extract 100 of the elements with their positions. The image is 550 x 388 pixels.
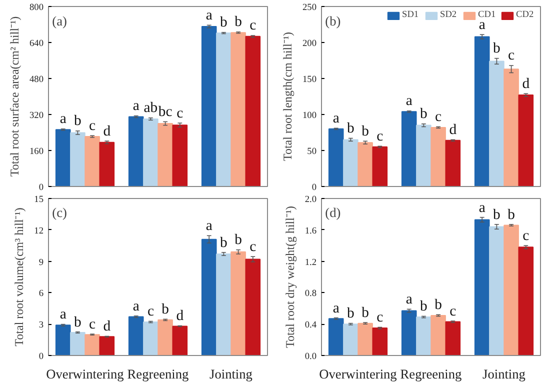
data-label: a [60,111,67,128]
bar [216,32,232,186]
data-label: b [493,206,500,223]
bar [445,140,461,186]
data-label: b [220,14,228,31]
bar [158,319,173,356]
data-label: b [220,234,228,251]
bar [70,332,86,356]
y-tick-label: 15 [34,195,44,205]
data-label: b [347,120,354,136]
y-tick-label: 200 [302,39,317,49]
data-label: b [493,40,500,57]
data-label: a [132,98,140,114]
bar [55,129,71,186]
y-tick-label: 100 [302,111,317,121]
data-label: a [406,93,413,110]
bar [430,314,446,356]
bar [201,238,217,356]
data-label: b [234,14,242,30]
bar [230,251,246,356]
data-label: bc [158,104,173,120]
data-label: c [376,128,384,144]
bar [245,258,261,356]
y-tick-label: 9 [38,258,44,268]
y-tick-label: 800 [30,3,44,13]
x-tick-label: Regreening [127,366,190,382]
annotation: (d) [325,204,341,220]
bar [474,36,490,186]
legend-label: SD2 [440,10,458,20]
data-label: b [74,314,82,330]
data-label: d [522,76,530,92]
bar [55,324,71,356]
data-label: c [147,304,154,320]
bar [70,132,86,186]
y-tick-label: 0.8 [304,289,317,300]
data-label: a [332,300,340,316]
legend-label: SD1 [402,10,420,20]
y-tick-label: 2.0 [304,195,317,205]
legend-label: CD2 [516,10,535,20]
y-tick-label: 0.4 [304,320,317,331]
y-tick-label: 50 [307,147,317,157]
bar [445,321,461,356]
y-tick-label: 640 [30,39,44,49]
y-tick-label: 250 [302,3,317,13]
bar [489,226,504,356]
data-label: c [89,316,96,332]
bar [201,26,217,186]
data-label: c [250,18,257,34]
annotation: (b) [325,14,341,29]
y-tick-label: 150 [302,75,317,85]
y-tick-label: 160 [30,147,44,157]
y-tick-label: 1.2 [304,258,317,268]
bar [128,116,144,186]
bar [474,219,490,356]
y-tick-label: 0 [312,183,317,193]
bar [358,142,373,186]
y-tick-label: 320 [30,111,44,121]
data-label: a [332,110,340,126]
data-label: b [74,113,82,130]
x-tick-label: Overwintering [319,366,398,382]
y-tick-label: 0 [38,352,44,362]
data-label: a [478,200,486,216]
data-label: b [234,232,242,248]
y-axis-title: Total root length(cm hill⁻¹) [280,32,295,162]
bar [401,310,417,356]
bar [245,36,261,186]
bar [84,334,100,356]
data-label: ab [144,100,158,116]
data-label: d [103,123,112,140]
data-label: a [206,7,213,24]
data-label: c [376,310,384,326]
annotation: (c) [52,204,67,220]
bar [99,336,115,356]
bar [489,60,504,186]
data-label: b [362,304,369,321]
y-tick-label: 12 [34,226,44,236]
data-label: b [162,302,169,318]
bar [143,322,158,356]
data-label: c [508,48,516,64]
data-label: a [60,306,67,323]
data-label: a [206,218,213,234]
bar [504,68,519,186]
data-label: c [176,105,184,122]
bar [172,326,188,356]
bar [504,224,519,356]
bar [230,32,246,186]
y-tick-label: 0.0 [304,352,317,362]
bar [128,316,144,356]
bar [518,246,534,356]
bar [401,111,417,186]
data-label: c [435,108,442,125]
y-tick-label: 1.6 [304,226,317,236]
bar [518,94,534,186]
data-label: b [508,206,515,223]
bar [172,124,188,186]
annotation: (a) [52,14,67,29]
data-label: b [434,297,442,314]
x-tick-label: Overwintering [46,366,124,382]
bar [343,324,358,356]
bar [416,124,432,186]
